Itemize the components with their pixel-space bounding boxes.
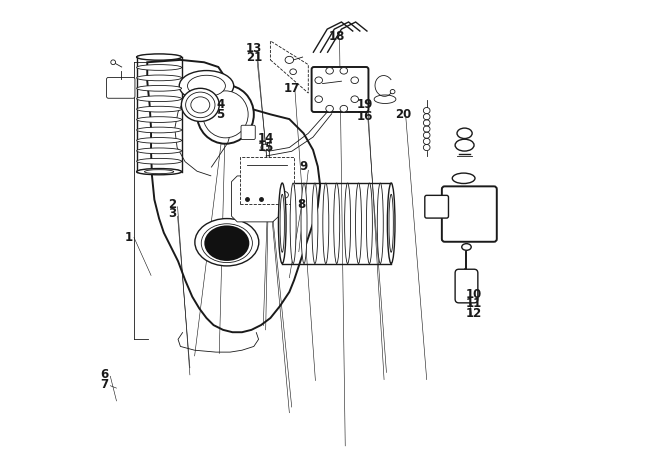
- Text: 5: 5: [217, 108, 225, 121]
- Ellipse shape: [179, 71, 233, 101]
- FancyBboxPatch shape: [240, 157, 294, 204]
- Text: 3: 3: [168, 207, 176, 220]
- Text: 9: 9: [299, 160, 308, 173]
- PathPatch shape: [232, 176, 279, 222]
- Ellipse shape: [285, 57, 293, 64]
- Ellipse shape: [137, 65, 182, 70]
- Ellipse shape: [204, 226, 250, 261]
- Ellipse shape: [197, 85, 254, 144]
- Text: 15: 15: [257, 141, 274, 154]
- Text: 21: 21: [246, 51, 262, 64]
- Ellipse shape: [181, 88, 219, 122]
- Ellipse shape: [137, 127, 182, 133]
- Ellipse shape: [279, 183, 286, 264]
- FancyBboxPatch shape: [312, 67, 368, 112]
- Ellipse shape: [322, 183, 329, 264]
- Ellipse shape: [389, 194, 393, 252]
- Ellipse shape: [455, 139, 474, 151]
- Ellipse shape: [137, 158, 182, 164]
- Text: 11: 11: [466, 297, 482, 310]
- Ellipse shape: [326, 67, 333, 74]
- Text: 6: 6: [101, 368, 109, 381]
- Ellipse shape: [195, 218, 259, 266]
- Text: 8: 8: [297, 198, 305, 211]
- Ellipse shape: [137, 106, 182, 112]
- Ellipse shape: [137, 169, 182, 175]
- Ellipse shape: [388, 183, 395, 264]
- Ellipse shape: [312, 183, 318, 264]
- Ellipse shape: [137, 148, 182, 154]
- FancyBboxPatch shape: [442, 186, 497, 242]
- Ellipse shape: [137, 75, 182, 81]
- Ellipse shape: [366, 183, 372, 264]
- Ellipse shape: [137, 169, 182, 174]
- Ellipse shape: [191, 97, 210, 113]
- Ellipse shape: [261, 144, 268, 151]
- Ellipse shape: [326, 105, 333, 112]
- FancyBboxPatch shape: [455, 269, 478, 303]
- Ellipse shape: [351, 77, 359, 84]
- Ellipse shape: [144, 170, 174, 174]
- Ellipse shape: [315, 96, 322, 103]
- Ellipse shape: [186, 92, 215, 118]
- Ellipse shape: [462, 244, 471, 250]
- Text: 16: 16: [357, 110, 373, 123]
- Text: 7: 7: [101, 378, 109, 391]
- Text: 14: 14: [257, 132, 274, 144]
- Ellipse shape: [340, 105, 348, 112]
- Ellipse shape: [137, 96, 182, 102]
- Ellipse shape: [355, 183, 361, 264]
- Ellipse shape: [188, 76, 225, 96]
- Ellipse shape: [137, 54, 182, 60]
- Text: 12: 12: [466, 307, 482, 320]
- Text: 13: 13: [246, 41, 262, 55]
- Text: 17: 17: [284, 82, 300, 95]
- Ellipse shape: [390, 89, 395, 94]
- Ellipse shape: [111, 60, 115, 65]
- Ellipse shape: [457, 128, 472, 139]
- Text: 19: 19: [357, 98, 373, 112]
- Ellipse shape: [333, 183, 340, 264]
- Ellipse shape: [315, 77, 322, 84]
- Ellipse shape: [344, 183, 351, 264]
- Ellipse shape: [137, 54, 182, 60]
- Ellipse shape: [290, 183, 296, 264]
- Ellipse shape: [452, 173, 475, 183]
- Ellipse shape: [301, 183, 307, 264]
- Ellipse shape: [351, 96, 359, 103]
- Ellipse shape: [203, 91, 248, 138]
- Ellipse shape: [340, 67, 348, 74]
- Text: 4: 4: [217, 98, 225, 112]
- Ellipse shape: [290, 69, 297, 75]
- Ellipse shape: [137, 138, 182, 143]
- Text: 20: 20: [395, 108, 411, 121]
- Ellipse shape: [281, 191, 288, 198]
- Ellipse shape: [377, 183, 383, 264]
- Text: 10: 10: [466, 288, 482, 301]
- Text: 18: 18: [328, 30, 345, 43]
- Ellipse shape: [137, 86, 182, 91]
- FancyBboxPatch shape: [425, 195, 448, 218]
- FancyBboxPatch shape: [241, 125, 255, 140]
- Ellipse shape: [137, 117, 182, 123]
- Text: 2: 2: [168, 198, 176, 211]
- Text: 1: 1: [124, 231, 132, 244]
- Ellipse shape: [280, 194, 284, 252]
- FancyBboxPatch shape: [106, 77, 135, 98]
